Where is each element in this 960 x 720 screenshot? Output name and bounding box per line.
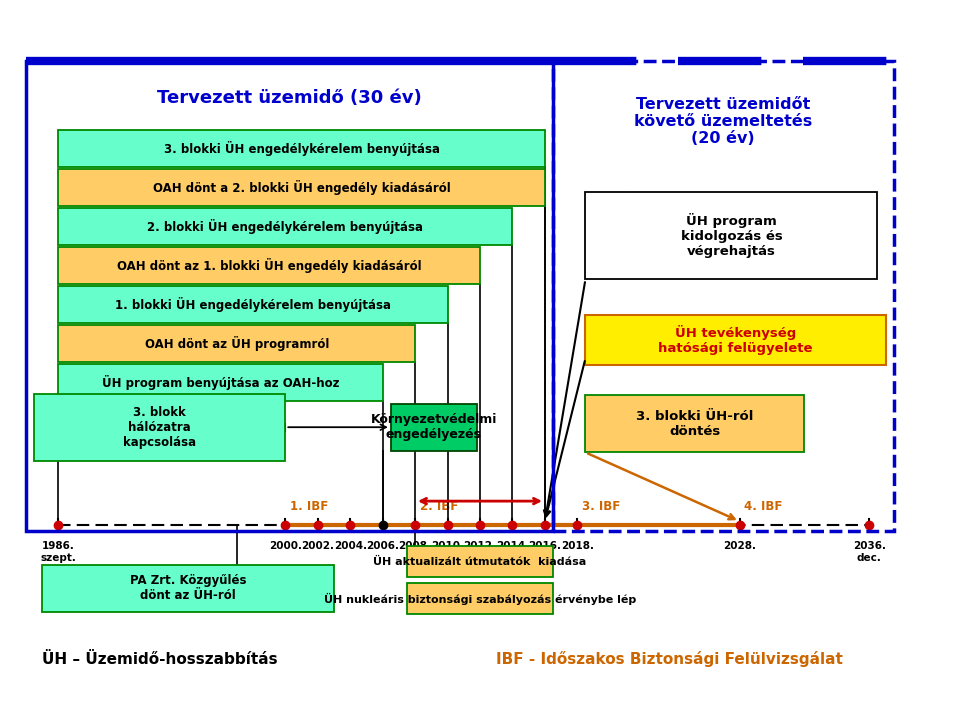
Text: ÜH tevékenység
hatósági felügyelete: ÜH tevékenység hatósági felügyelete (659, 325, 813, 355)
Text: ÜH – Üzemidő-hosszabbítás: ÜH – Üzemidő-hosszabbítás (42, 652, 277, 667)
Text: IBF - Időszakos Biztonsági Felülvizsgálat: IBF - Időszakos Biztonsági Felülvizsgála… (496, 651, 843, 667)
Text: 2016.: 2016. (528, 541, 562, 552)
Text: Tervezett üzemidő (30 év): Tervezett üzemidő (30 év) (157, 89, 421, 107)
Text: 3. blokki ÜH engedélykérelem benyújtása: 3. blokki ÜH engedélykérelem benyújtása (163, 141, 440, 156)
Text: OAH dönt az 1. blokki ÜH engedély kiadásáról: OAH dönt az 1. blokki ÜH engedély kiadás… (117, 258, 421, 273)
Bar (59, 130, 545, 167)
Text: ÜH nukleáris biztonsági szabályozás érvénybe lép: ÜH nukleáris biztonsági szabályozás érvé… (324, 593, 636, 605)
Bar (59, 168, 545, 206)
Text: 4. IBF: 4. IBF (744, 500, 782, 513)
Text: Tervezett üzemidőt
követő üzemeltetés
(20 év): Tervezett üzemidőt követő üzemeltetés (2… (635, 96, 812, 146)
Text: 1. blokki ÜH engedélykérelem benyújtása: 1. blokki ÜH engedélykérelem benyújtása (115, 297, 391, 312)
Text: 3. blokki ÜH-ról
döntés: 3. blokki ÜH-ról döntés (636, 410, 754, 438)
Text: 3. IBF: 3. IBF (582, 500, 620, 513)
Bar (26, 61, 553, 531)
Text: 2028.: 2028. (723, 541, 756, 552)
Text: ÜH program
kidolgozás és
végrehajtás: ÜH program kidolgozás és végrehajtás (681, 213, 782, 258)
Text: 2002.: 2002. (301, 541, 334, 552)
Bar (586, 315, 885, 365)
Text: 1986.
szept.: 1986. szept. (40, 541, 76, 563)
Text: OAH dönt az ÜH programról: OAH dönt az ÜH programról (145, 336, 329, 351)
Text: 2008.: 2008. (398, 541, 432, 552)
Bar (34, 394, 285, 461)
Text: 2010.: 2010. (431, 541, 464, 552)
Text: OAH dönt a 2. blokki ÜH engedély kiadásáról: OAH dönt a 2. blokki ÜH engedély kiadásá… (153, 180, 450, 195)
Text: Környezetvédelmi
engedélyezés: Környezetvédelmi engedélyezés (371, 413, 497, 441)
Bar (42, 565, 334, 612)
Text: 2012.: 2012. (464, 541, 496, 552)
Text: 2004.: 2004. (334, 541, 367, 552)
Text: 1. IBF: 1. IBF (290, 500, 328, 513)
Text: 2006.: 2006. (366, 541, 399, 552)
Text: 2014.: 2014. (496, 541, 529, 552)
Text: 2000.: 2000. (269, 541, 301, 552)
Bar (59, 325, 415, 361)
Bar (407, 583, 553, 613)
Text: ÜH aktualizált útmutatók  kiadása: ÜH aktualizált útmutatók kiadása (373, 557, 587, 567)
Text: 2018.: 2018. (561, 541, 594, 552)
Bar (59, 208, 513, 245)
Text: 2036.
dec.: 2036. dec. (852, 541, 886, 563)
Text: PA Zrt. Közgyűlés
dönt az ÜH-ról: PA Zrt. Közgyűlés dönt az ÜH-ról (130, 575, 247, 603)
Text: 2. blokki ÜH engedélykérelem benyújtása: 2. blokki ÜH engedélykérelem benyújtása (147, 219, 423, 234)
Bar (586, 395, 804, 452)
Bar (391, 404, 477, 451)
Bar (59, 364, 383, 400)
Text: 2. IBF: 2. IBF (420, 500, 458, 513)
Bar (59, 247, 480, 284)
Bar (407, 546, 553, 577)
Text: 3. blokk
hálózatra
kapcsolása: 3. blokk hálózatra kapcsolása (123, 405, 196, 449)
Bar (553, 61, 894, 531)
Bar (586, 192, 877, 279)
Text: ÜH program benyújtása az OAH-hoz: ÜH program benyújtása az OAH-hoz (102, 374, 339, 390)
Bar (59, 286, 447, 323)
